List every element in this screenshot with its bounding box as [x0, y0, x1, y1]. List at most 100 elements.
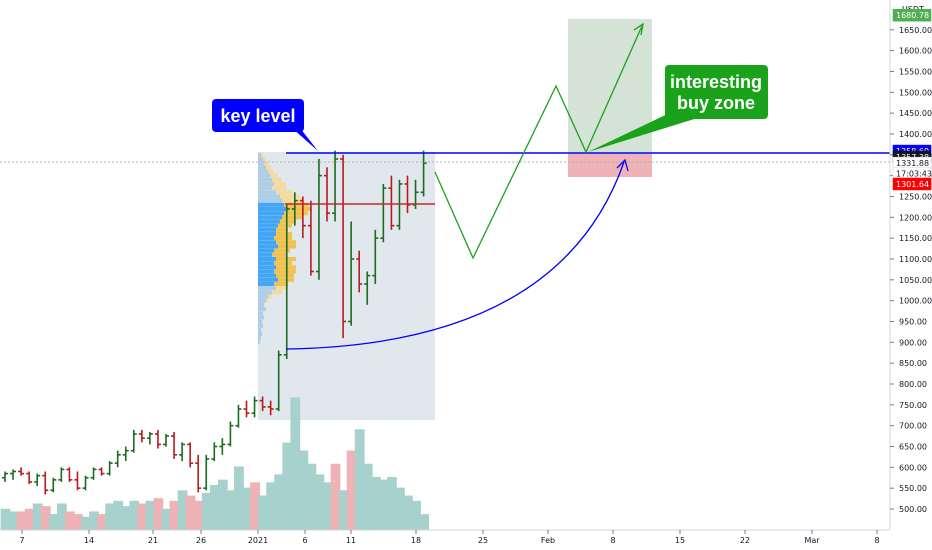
profile-bar-buy — [258, 273, 276, 278]
ohlc-bar — [179, 442, 186, 462]
ohlc-bar — [372, 229, 379, 284]
ohlc-bar — [324, 167, 330, 222]
profile-bar-buy — [258, 290, 272, 295]
profile-bar-buy — [258, 236, 274, 241]
profile-bar-sell — [278, 223, 292, 228]
volume-bar — [370, 477, 381, 530]
price-tags: 1680.781358.691357.381331.8817:03:431301… — [892, 8, 932, 191]
key-level-callout: key level — [212, 99, 318, 151]
ohlc-bar — [332, 150, 339, 222]
curved-arrow-head — [616, 158, 629, 172]
volume-bar — [338, 490, 349, 530]
ohlc-bar — [267, 400, 274, 416]
profile-bar-buy — [258, 286, 276, 291]
profile-bar-sell — [272, 177, 282, 182]
volume-bar — [330, 463, 341, 530]
ohlc-bar — [114, 450, 121, 468]
key-level-callout-text: key level — [220, 106, 295, 126]
volume-bar — [282, 442, 293, 530]
ohlc-bar — [235, 404, 242, 428]
volume-bar — [403, 495, 413, 530]
profile-bar-buy — [258, 165, 266, 170]
volume-bar — [129, 500, 140, 530]
ohlc-bar — [98, 467, 105, 476]
volume-bar — [242, 487, 252, 530]
profile-bar-buy — [258, 294, 268, 299]
profile-bar-buy — [258, 194, 280, 199]
profile-bar-sell — [274, 248, 290, 253]
ohlc-bar — [195, 454, 202, 493]
price-tick-label: 550.00 — [899, 484, 927, 493]
volume-bar — [387, 477, 397, 530]
ohlc-bar — [348, 221, 355, 326]
profile-bar-buy — [258, 311, 263, 316]
time-tick-label: 11 — [346, 536, 356, 545]
price-tick-label: 1250.00 — [899, 192, 932, 201]
volume-bar — [411, 500, 421, 530]
ohlc-bar — [219, 438, 226, 455]
ohlc-bar — [420, 150, 427, 197]
price-tick-label: 900.00 — [899, 338, 927, 347]
ohlc-bar — [130, 429, 137, 453]
ohlc-bars — [2, 150, 427, 495]
time-tick-label: Feb — [541, 536, 555, 545]
time-tick-label: 6 — [302, 536, 307, 545]
volume-bar — [354, 429, 365, 530]
price-tick-label: 1450.00 — [899, 109, 932, 118]
time-axis: 7 14 21 26 2021 6 11 18 25 Feb 8 15 22 Mar 8 — [19, 530, 880, 545]
volume-bar — [113, 500, 124, 530]
ohlc-bar — [396, 179, 403, 230]
projection-arrowhead — [633, 22, 644, 36]
profile-bar-sell — [276, 286, 288, 291]
volume-bar — [81, 516, 91, 530]
price-tick-label: 600.00 — [899, 463, 927, 472]
profile-bar-sell — [280, 219, 296, 224]
profile-bar-buy — [258, 186, 272, 191]
price-tick-label: 750.00 — [899, 401, 927, 410]
ohlc-bar — [259, 396, 266, 412]
time-tick-label: 15 — [675, 536, 685, 545]
volume-bar — [185, 495, 196, 530]
profile-bar-sell — [274, 261, 292, 266]
volume-bar — [362, 463, 373, 530]
time-tick-label: 21 — [148, 536, 158, 545]
ohlc-bar — [404, 175, 411, 214]
time-tick-label: 22 — [740, 536, 750, 545]
profile-bar-sell — [272, 186, 286, 191]
volume-bar — [177, 490, 188, 530]
price-tick-label: 1500.00 — [899, 88, 932, 97]
ohlc-bar — [227, 421, 234, 447]
profile-bar-buy — [258, 261, 274, 266]
price-tag-label: 1680.78 — [896, 11, 929, 20]
profile-bar-sell — [282, 198, 304, 203]
profile-bar-buy — [258, 240, 276, 245]
profile-bar-buy — [258, 269, 274, 274]
volume-bar — [145, 500, 156, 530]
ohlc-bar — [211, 442, 218, 462]
volume-bar — [56, 503, 67, 530]
profile-bar-buy — [258, 173, 270, 178]
price-tick-label: 1650.00 — [899, 26, 932, 35]
ohlc-bar — [364, 271, 371, 305]
time-tick-label: Mar — [804, 536, 820, 545]
volume-bar — [419, 514, 429, 530]
volume-bar — [48, 514, 59, 530]
volume-bar — [89, 511, 99, 530]
profile-bar-buy — [258, 323, 263, 328]
price-tag: 1680.78 — [892, 8, 932, 22]
volume-bar — [226, 490, 236, 530]
price-tick-label: 1100.00 — [899, 255, 932, 264]
volume-bar — [24, 508, 35, 530]
volume-bar — [298, 450, 309, 530]
volume-bar — [137, 503, 148, 530]
profile-bar-buy — [258, 252, 272, 257]
profile-bar-buy — [258, 231, 276, 236]
profile-bar-sell — [263, 156, 266, 161]
time-tick-label: 2021 — [248, 536, 268, 545]
buy-zone-callout-line-2: buy zone — [677, 93, 755, 113]
ohlc-bar — [291, 192, 298, 226]
profile-bar-sell — [276, 231, 292, 236]
profile-bar-buy — [258, 219, 280, 224]
ohlc-bar — [90, 467, 97, 480]
